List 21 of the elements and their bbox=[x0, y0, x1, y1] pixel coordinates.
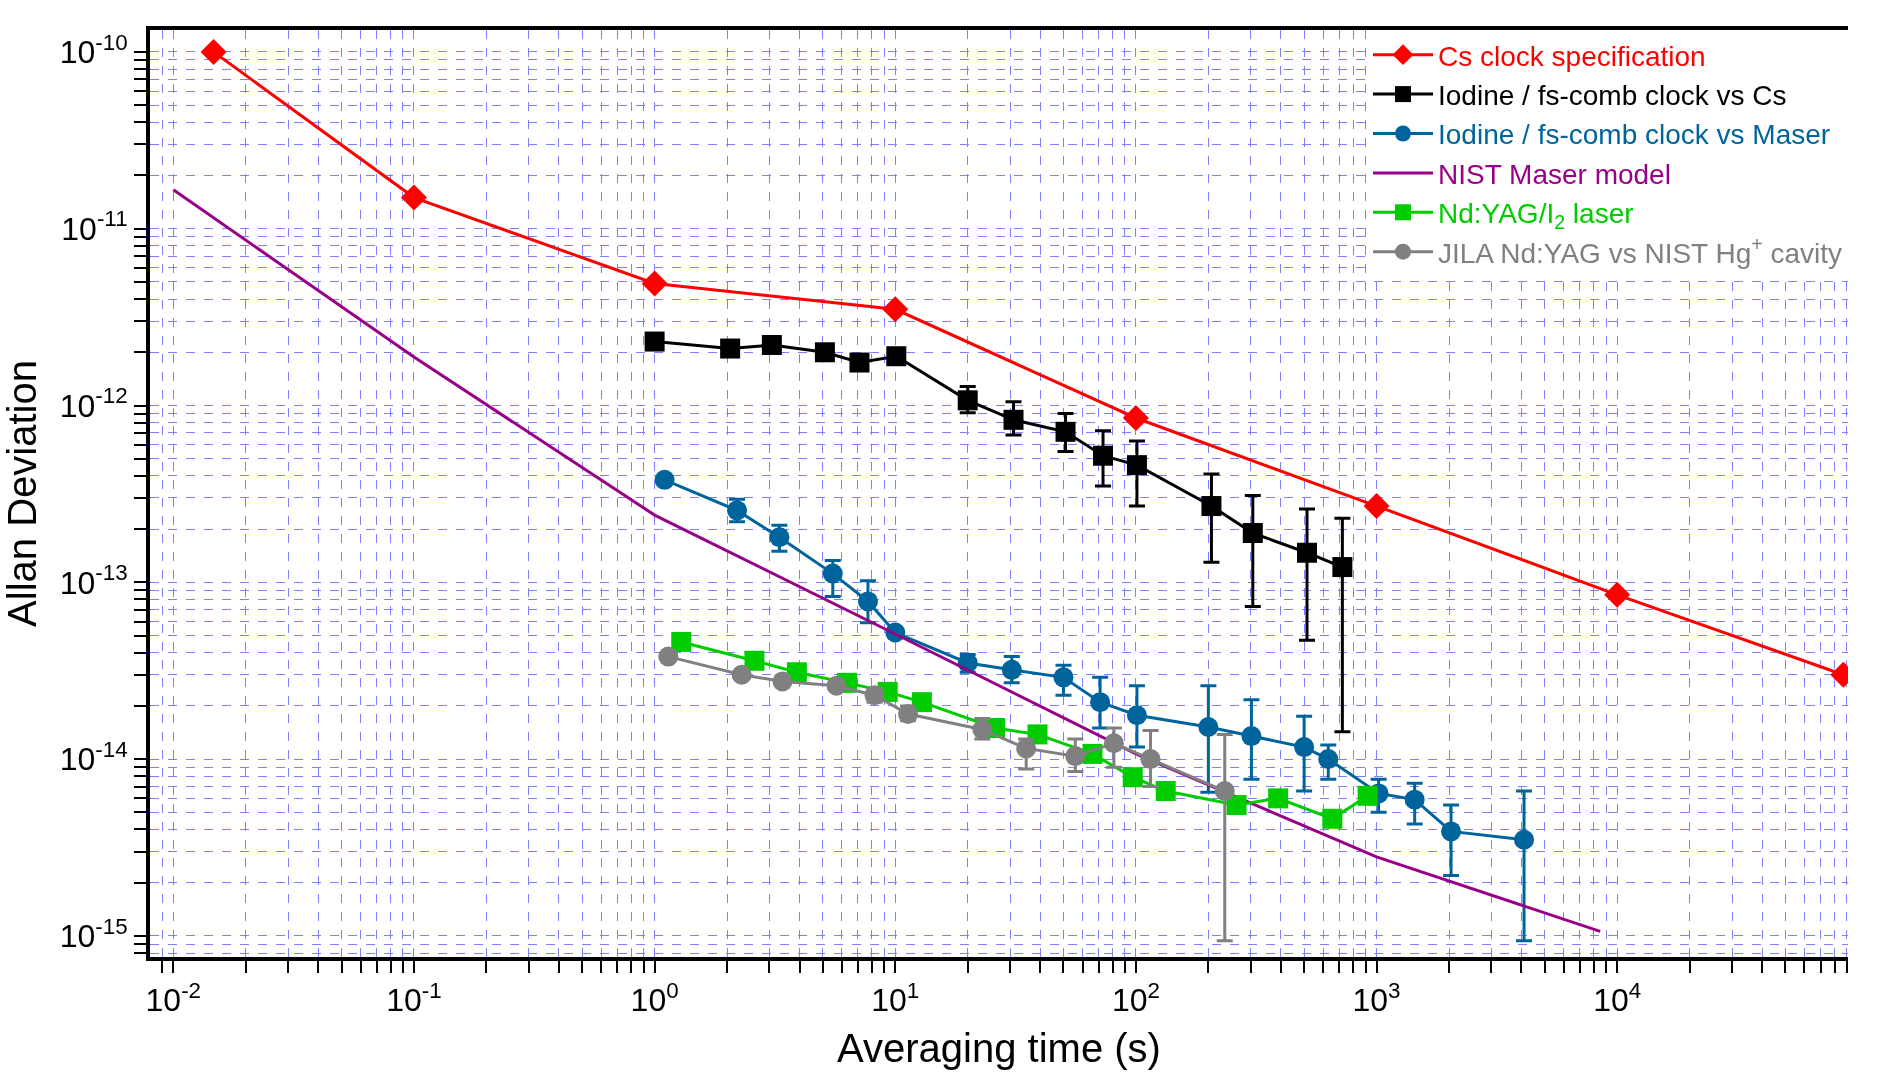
legend-label: NIST Maser model bbox=[1438, 158, 1671, 190]
y-tick-label: 10$^{-11}$ bbox=[61, 206, 128, 247]
x-tick-label: 10$^{0}$ bbox=[630, 977, 679, 1019]
y-tick-label: 10$^{-14}$ bbox=[59, 736, 128, 778]
x-axis-title: Averaging time (s) bbox=[837, 1026, 1161, 1071]
x-tick-label: 10$^{1}$ bbox=[871, 977, 920, 1019]
x-tick-label: 10$^{2}$ bbox=[1111, 977, 1160, 1019]
y-axis-title: Allan Deviation bbox=[0, 360, 44, 627]
y-tick-label: 10$^{-13}$ bbox=[59, 560, 128, 601]
legend-label: Cs clock specification bbox=[1438, 40, 1706, 72]
x-tick-label: 10$^{-1}$ bbox=[386, 977, 442, 1019]
y-tick-label: 10$^{-12}$ bbox=[59, 383, 128, 424]
legend-label: Iodine / fs-comb clock vs Cs bbox=[1438, 80, 1787, 112]
y-tick-label: 10$^{-10}$ bbox=[59, 29, 128, 71]
x-tick-label: 10$^{4}$ bbox=[1593, 977, 1642, 1019]
y-tick-label: 10$^{-15}$ bbox=[59, 913, 128, 955]
legend-label: JILA Nd:YAG vs NIST Hg$^{+}$ cavity bbox=[1438, 232, 1843, 269]
legend-label: Iodine / fs-comb clock vs Maser bbox=[1438, 119, 1831, 151]
x-tick-label: 10$^{-2}$ bbox=[145, 977, 202, 1019]
legend-label: Nd:YAG/I$_{2}$ laser bbox=[1438, 198, 1634, 234]
x-tick-label: 10$^{3}$ bbox=[1352, 977, 1401, 1019]
